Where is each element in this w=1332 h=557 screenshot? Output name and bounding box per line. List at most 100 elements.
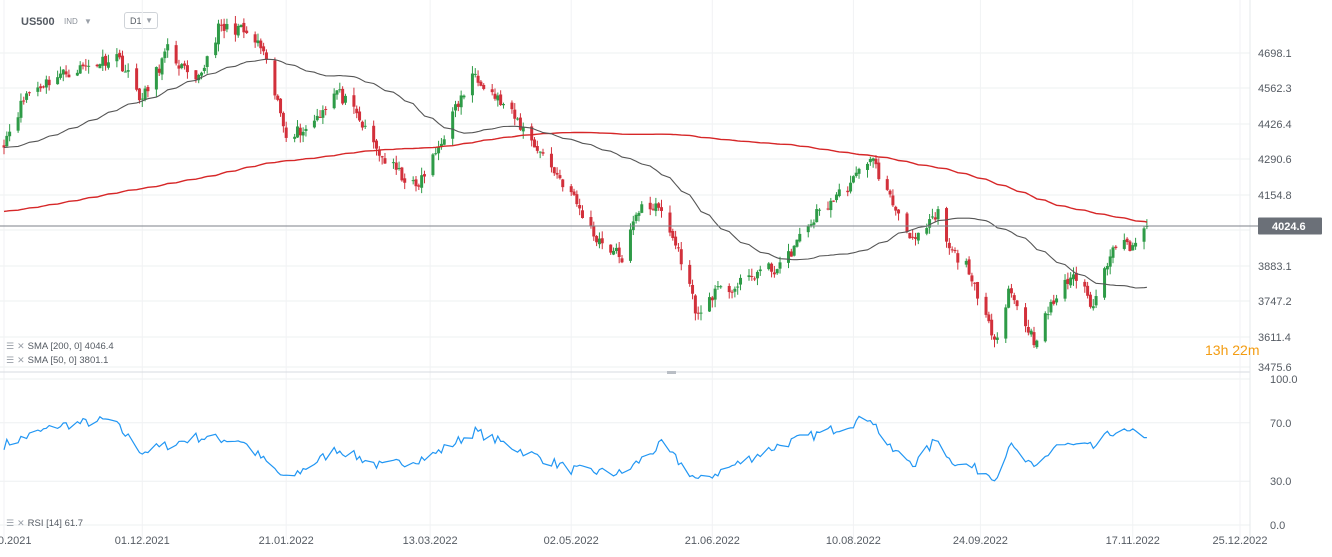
candle-body: [976, 281, 980, 299]
settings-list-icon[interactable]: ☰: [6, 518, 15, 528]
candle-body: [877, 162, 881, 180]
candle-body: [1004, 307, 1008, 339]
settings-list-icon[interactable]: ☰: [6, 341, 15, 351]
candle-body: [64, 71, 68, 75]
rsi-legend[interactable]: ☰ ✕ RSI [14] 61.7: [6, 518, 84, 529]
candle-body: [538, 151, 542, 153]
candle-body: [930, 216, 934, 218]
candle-body: [707, 297, 711, 312]
candle-body: [956, 253, 960, 263]
sma50-legend[interactable]: ☰ ✕ SMA [50, 0] 3801.1: [6, 355, 109, 366]
price-tick-label: 3883.1: [1258, 261, 1292, 273]
candle-body: [716, 286, 720, 288]
candle-body: [121, 55, 125, 72]
candle-body: [140, 98, 144, 100]
close-icon[interactable]: ✕: [17, 355, 25, 365]
candle-body: [256, 40, 260, 44]
candle-body: [905, 213, 909, 232]
candle-body: [967, 259, 971, 275]
time-tick-label: 02.05.2022: [544, 535, 599, 547]
candle-body: [194, 70, 198, 80]
candle-body: [510, 102, 514, 110]
close-icon[interactable]: ✕: [17, 518, 25, 528]
candle-body: [78, 65, 82, 74]
price-tick-label: 4426.4: [1258, 119, 1292, 131]
time-tick-label: 13.10.2021: [0, 535, 32, 547]
candle-body: [891, 195, 895, 206]
candle-body: [25, 93, 29, 100]
candle-body: [970, 275, 974, 282]
candle-body: [648, 202, 652, 210]
candle-body: [674, 236, 678, 246]
candle-body: [239, 24, 243, 28]
rsi-tick-label: 30.0: [1270, 476, 1291, 488]
candle-body: [710, 297, 714, 301]
candle-body: [219, 24, 223, 26]
chart-toolbar: US500 IND ▼ D1 ▼: [0, 0, 1250, 40]
candle-body: [27, 92, 31, 94]
candle-body: [798, 233, 802, 242]
candle-body: [533, 139, 537, 148]
pane-resize-handle[interactable]: [667, 371, 676, 374]
candle-body: [1069, 277, 1073, 286]
instrument-dropdown-icon[interactable]: ▼: [84, 17, 92, 26]
candle-body: [1055, 298, 1059, 303]
candle-body: [8, 131, 12, 137]
rsi-tick-label: 100.0: [1270, 374, 1298, 386]
candle-body: [42, 86, 46, 88]
candle-body: [535, 145, 539, 151]
candle-body: [908, 232, 912, 239]
candle-body: [688, 264, 692, 284]
candle-body: [490, 89, 494, 93]
candle-body: [634, 214, 638, 221]
candle-body: [236, 25, 240, 36]
candle-body: [654, 203, 658, 212]
candle-body: [572, 191, 576, 195]
candle-body: [809, 224, 813, 226]
candle-body: [304, 128, 308, 131]
candle-body: [318, 116, 322, 118]
chevron-down-icon: ▼: [145, 16, 153, 25]
candle-body: [137, 88, 141, 101]
time-tick-label: 21.06.2022: [685, 535, 740, 547]
candle-body: [516, 118, 520, 120]
candle-body: [521, 127, 525, 132]
candle-body: [775, 269, 779, 274]
candle-body: [617, 247, 621, 258]
candle-body: [95, 64, 99, 67]
candle-body: [552, 167, 556, 174]
candle-body: [39, 86, 43, 89]
candle-body: [595, 236, 599, 243]
candle-body: [597, 238, 601, 245]
candle-body: [1145, 225, 1149, 227]
candle-body: [851, 176, 855, 183]
candle-body: [338, 89, 342, 91]
candle-body: [380, 156, 384, 158]
symbol-name[interactable]: US500: [21, 16, 55, 28]
candle-body: [214, 42, 218, 56]
candle-body: [871, 158, 875, 161]
sma200-legend[interactable]: ☰ ✕ SMA [200, 0] 4046.4: [6, 341, 114, 352]
candle-body: [561, 179, 565, 188]
candle-body: [758, 269, 762, 272]
candle-body: [470, 73, 474, 96]
candle-body: [233, 23, 237, 35]
settings-list-icon[interactable]: ☰: [6, 355, 15, 365]
candle-body: [916, 232, 920, 241]
candle-body: [482, 84, 486, 89]
timeframe-value: D1: [130, 16, 142, 26]
candle-body: [118, 52, 122, 58]
price-tick-label: 4154.8: [1258, 190, 1292, 202]
candle-body: [146, 86, 150, 92]
close-icon[interactable]: ✕: [17, 341, 25, 351]
candle-body: [849, 182, 853, 192]
candle-body: [857, 168, 861, 174]
candle-body: [1009, 288, 1013, 294]
timeframe-select[interactable]: D1 ▼: [124, 12, 158, 29]
candle-body: [281, 112, 285, 127]
candle-body: [815, 209, 819, 223]
candle-body: [295, 126, 299, 138]
candle-body: [315, 115, 319, 121]
candle-body: [279, 98, 283, 114]
